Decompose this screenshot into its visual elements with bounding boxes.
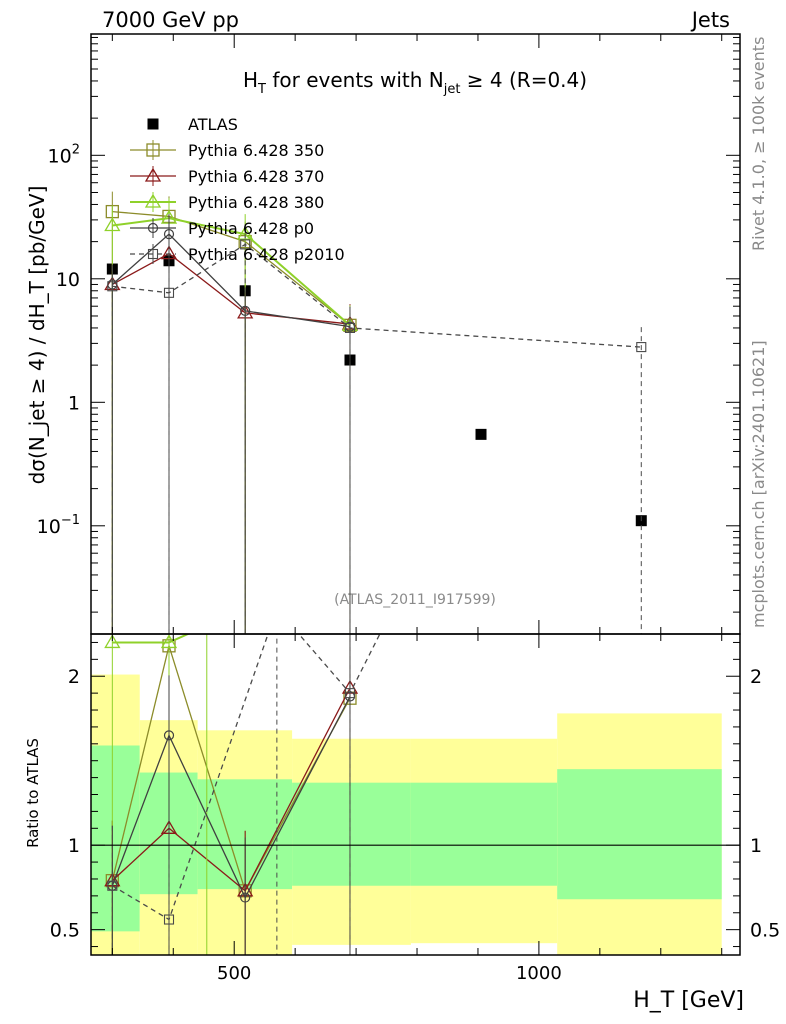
- line-p350: [112, 210, 351, 326]
- legend-label-p0: Pythia 6.428 p0: [188, 219, 314, 238]
- series-p2010: [107, 224, 647, 634]
- analysis-id: (ATLAS_2011_I917599): [334, 592, 496, 608]
- point-p380-2: [237, 225, 254, 240]
- legend-item-p350: Pythia 6.428 350: [130, 140, 324, 160]
- y-tick-label-1: 1: [68, 392, 80, 414]
- point-p380-0: [104, 217, 121, 232]
- ratio-point-p380-1: [160, 634, 178, 649]
- ratio-point-p2010-1: [163, 914, 175, 925]
- ratio-point-p0-2: [240, 892, 251, 903]
- point-p2010-0: [107, 281, 118, 292]
- legend-item-p2010: Pythia 6.428 p2010: [130, 244, 345, 264]
- legend-item-p370: Pythia 6.428 370: [130, 166, 324, 186]
- x-axis-label: H_T [GeV]: [633, 988, 744, 1013]
- band-inner-5: [557, 769, 722, 900]
- legend-marker-p370: [144, 167, 162, 182]
- ratio-point-p2010-0: [107, 880, 118, 891]
- legend-label-p2010: Pythia 6.428 p2010: [188, 245, 345, 264]
- ratio-line-p380: [112, 634, 191, 644]
- legend-item-p380: Pythia 6.428 380: [130, 192, 324, 212]
- header-right: Jets: [690, 8, 730, 32]
- main-plot-series: [104, 191, 647, 634]
- legend-marker-p350: [146, 143, 160, 157]
- line-p0: [111, 233, 351, 328]
- legend-label-p350: Pythia 6.428 350: [188, 141, 324, 160]
- y-tick-label-100: 102: [48, 142, 80, 167]
- ratio-line-p0: [111, 696, 351, 900]
- legend: ATLAS Pythia 6.428 350 Pythia 6.428 370 Pyt…: [130, 115, 345, 264]
- legend-marker-p0: [147, 222, 159, 234]
- legend-marker-p380: [144, 193, 162, 208]
- series-p0: [107, 214, 356, 634]
- axes: 500 1000 10−1 1 10 102 0.5 0.5 1 1 2 2: [37, 34, 780, 984]
- legend-marker-data: [147, 118, 159, 130]
- point-data-4: [475, 428, 487, 440]
- point-p2010-3: [344, 322, 356, 333]
- point-p2010-2: [240, 239, 251, 250]
- legend-item-p0: Pythia 6.428 p0: [130, 218, 314, 238]
- x-tick-label-500: 500: [217, 963, 251, 984]
- y-tick-label-0.1: 10−1: [37, 513, 80, 538]
- side-text-mcplots: mcplots.cern.ch [arXiv:2401.10621]: [749, 340, 768, 628]
- x-tick-label-1000: 1000: [516, 963, 562, 984]
- point-p2010-1: [163, 287, 175, 298]
- ratio-tick-label-l-0.5: 0.5: [50, 920, 80, 942]
- legend-label-p370: Pythia 6.428 370: [188, 167, 324, 186]
- legend-item-data: ATLAS: [147, 115, 238, 134]
- y-tick-label-10: 10: [56, 269, 80, 291]
- line-p2010: [112, 243, 642, 348]
- ratio-plot-series: [104, 634, 381, 955]
- legend-marker-p2010: [147, 248, 159, 260]
- series-p370: [104, 233, 359, 634]
- band-inner-3: [292, 782, 411, 886]
- ratio-uncertainty-bands: [91, 674, 722, 955]
- ratio-tick-label-r-0.5: 0.5: [750, 920, 780, 942]
- side-text-rivet: Rivet 4.1.0, ≥ 100k events: [749, 37, 768, 251]
- ratio-y-axis-label: Ratio to ATLAS: [24, 738, 42, 848]
- line-p370: [112, 252, 351, 325]
- band-inner-4: [410, 782, 558, 886]
- ratio-tick-label-l-2: 2: [68, 666, 80, 688]
- point-p2010-4: [636, 342, 647, 353]
- ratio-tick-label-r-1: 1: [750, 835, 762, 857]
- band-inner-0: [91, 745, 140, 932]
- ratio-point-p0-1: [163, 730, 175, 741]
- main-y-axis-label: dσ(N_jet ≥ 4) / dH_T [pb/GeV]: [25, 186, 49, 485]
- plot-title: HT for events with Njet ≥ 4 (R=0.4): [243, 68, 587, 97]
- ratio-series-p2010: [107, 634, 381, 955]
- point-p0-1: [163, 229, 175, 240]
- legend-label-data: ATLAS: [188, 115, 238, 134]
- ratio-point-p2010-3: [344, 688, 356, 699]
- ratio-point-p380-0: [104, 634, 121, 649]
- ratio-tick-label-l-1: 1: [68, 835, 80, 857]
- legend-label-p380: Pythia 6.428 380: [188, 193, 324, 212]
- series-data: [106, 255, 647, 527]
- header-left: 7000 GeV pp: [102, 8, 239, 32]
- ratio-tick-label-r-2: 2: [750, 666, 762, 688]
- line-p380: [112, 217, 351, 327]
